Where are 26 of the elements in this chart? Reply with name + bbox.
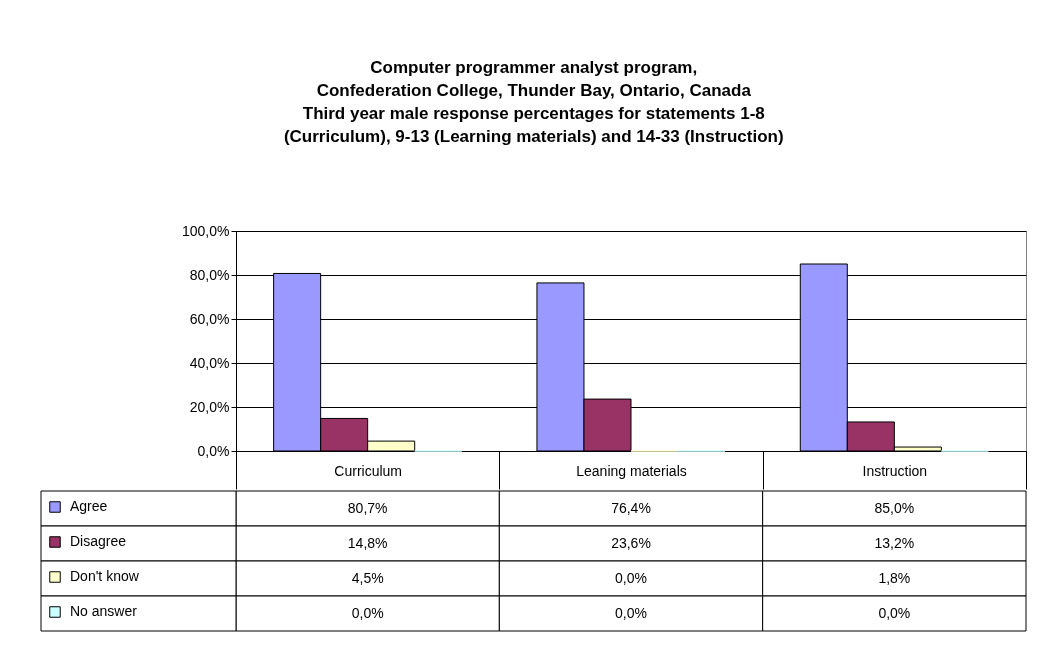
- chart-title: Computer programmer analyst program, Confederation College, Thunder Bay, Ontario, Canada Third year male response percentages for statements 1-8 (Curriculum), 9-13 (Learning materials) and 14-33 (Instruction): [283, 57, 784, 146]
- data-label: 1,8%: [878, 569, 911, 586]
- x-tick-label: Instruction: [862, 462, 928, 479]
- legend-label: Disagree: [70, 533, 127, 549]
- y-tick-label: 60,0%: [189, 310, 230, 327]
- data-label: 0,0%: [878, 604, 911, 621]
- legend-label: Agree: [70, 498, 108, 514]
- data-label: 85,0%: [874, 499, 915, 516]
- y-tick-label: 100,0%: [182, 222, 230, 239]
- y-tick-label: 80,0%: [189, 266, 230, 283]
- y-tick-label: 40,0%: [189, 354, 230, 371]
- data-label: 0,0%: [351, 604, 384, 621]
- y-tick-label: 20,0%: [189, 398, 230, 415]
- data-label: 23,6%: [611, 534, 651, 551]
- x-tick-label: Curriculum: [334, 462, 403, 479]
- data-label: 0,0%: [615, 604, 647, 621]
- data-label: 13,2%: [874, 534, 915, 551]
- legend-label: Don't know: [70, 568, 140, 584]
- y-tick-label: 0,0%: [197, 442, 230, 459]
- data-label: 4,5%: [351, 569, 384, 586]
- data-label: 0,0%: [615, 569, 647, 586]
- x-tick-label: Leaning materials: [576, 462, 687, 479]
- data-label: 14,8%: [347, 534, 388, 551]
- data-label: 80,7%: [347, 499, 388, 516]
- data-label: 76,4%: [611, 499, 651, 516]
- legend-label: No answer: [70, 603, 138, 619]
